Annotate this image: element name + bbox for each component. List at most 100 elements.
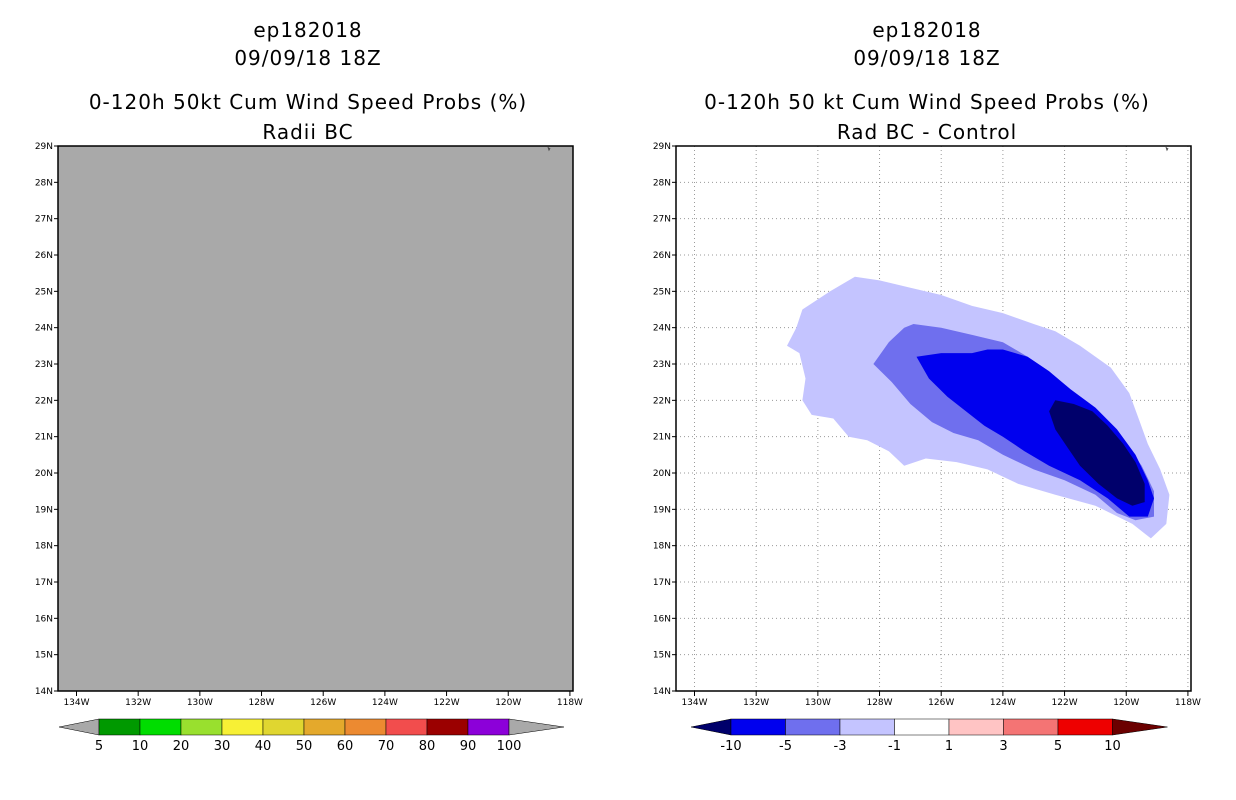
colorbar-swatch (180, 718, 223, 736)
right-chart-title: 0-120h 50 kt Cum Wind Speed Probs (%) (704, 90, 1150, 114)
x-tick-label: 126W (310, 698, 336, 708)
y-tick-label: 25N (653, 287, 671, 297)
x-tick-label: 130W (187, 698, 213, 708)
y-tick-label: 24N (653, 324, 671, 334)
colorbar-label: 100 (497, 739, 522, 754)
x-tick-label: 122W (1052, 698, 1078, 708)
y-tick-label: 26N (653, 251, 671, 261)
y-tick-label: 17N (653, 578, 671, 588)
y-tick-label: 19N (35, 505, 53, 515)
y-tick-label: 17N (35, 578, 53, 588)
y-tick-label: 16N (653, 614, 671, 624)
y-tick-label: 15N (653, 651, 671, 661)
x-tick-label: 132W (125, 698, 151, 708)
colorbar-label: 3 (999, 739, 1007, 754)
colorbar-label: 20 (173, 739, 190, 754)
colorbar-swatch (839, 718, 895, 736)
x-tick-label: 128W (866, 698, 892, 708)
colorbar-label: -10 (720, 739, 741, 754)
colorbar-label: 50 (296, 739, 313, 754)
colorbar-swatch (730, 718, 786, 736)
right-chart-subtitle: Rad BC - Control (836, 120, 1018, 144)
colorbar-swatch (385, 718, 428, 736)
colorbar-swatch (1003, 718, 1059, 736)
y-tick-label: 28N (653, 178, 671, 188)
y-tick-label: 25N (35, 287, 53, 297)
y-tick-label: 20N (35, 469, 53, 479)
y-tick-label: 23N (35, 360, 53, 370)
left-probability-map: 134W 132W 130W 128W 126W 124W 122W 120W 118W 14N 1… (35, 142, 583, 754)
colorbar-label: -1 (888, 739, 901, 754)
colorbar-label: 90 (460, 739, 477, 754)
colorbar-under-arrow (690, 718, 732, 736)
y-tick-label: 23N (653, 360, 671, 370)
x-tick-label: 124W (990, 698, 1016, 708)
y-tick-label: 29N (653, 142, 671, 152)
y-tick-label: 22N (35, 396, 53, 406)
y-tick-label: 22N (653, 396, 671, 406)
colorbar-over-arrow (508, 718, 565, 736)
y-tick-label: 18N (35, 542, 53, 552)
colorbar-label: 5 (95, 739, 103, 754)
plot-frame (675, 145, 1192, 692)
x-tick-label: 128W (248, 698, 274, 708)
colorbar-swatch (221, 718, 264, 736)
x-tick-label: 118W (557, 698, 583, 708)
x-tick-label: 118W (1175, 698, 1201, 708)
right-difference-map: 134W 132W 130W 128W 126W 124W 122W 120W 118W 14N 1… (653, 142, 1201, 754)
plot-area (58, 146, 573, 691)
colorbar-swatch (139, 718, 182, 736)
left-chart-title: 0-120h 50kt Cum Wind Speed Probs (%) (88, 90, 528, 114)
y-tick-label: 16N (35, 614, 53, 624)
colorbar-swatch (467, 718, 510, 736)
y-tick-label: 24N (35, 324, 53, 334)
y-tick-label: 21N (653, 433, 671, 443)
contour-region (1049, 400, 1145, 506)
colorbar-label: -3 (834, 739, 847, 754)
colorbar-label: 70 (378, 739, 395, 754)
y-tick-label: 14N (653, 687, 671, 697)
x-tick-label: 120W (495, 698, 521, 708)
x-tick-label: 122W (434, 698, 460, 708)
colorbar-label: 30 (214, 739, 231, 754)
x-tick-label: 130W (805, 698, 831, 708)
x-tick-label: 124W (372, 698, 398, 708)
y-tick-label: 21N (35, 433, 53, 443)
colorbar-under-arrow (58, 718, 100, 736)
colorbar-swatch (1057, 718, 1113, 736)
colorbar-label: 40 (255, 739, 272, 754)
y-tick-label: 19N (653, 505, 671, 515)
colorbar-label: 10 (1104, 739, 1121, 754)
colorbar-swatch (262, 718, 305, 736)
x-tick-label: 120W (1113, 698, 1139, 708)
x-tick-label: 134W (63, 698, 89, 708)
y-tick-label: 27N (35, 215, 53, 225)
colorbar-swatch (948, 718, 1004, 736)
colorbar-swatch (426, 718, 469, 736)
colorbar-label: 10 (132, 739, 149, 754)
y-tick-label: 28N (35, 178, 53, 188)
left-datetime: 09/09/18 18Z (234, 46, 382, 70)
colorbar-swatch (894, 718, 950, 736)
x-tick-label: 134W (681, 698, 707, 708)
right-datetime: 09/09/18 18Z (853, 46, 1001, 70)
colorbar-swatch (344, 718, 387, 736)
colorbar-swatch (785, 718, 841, 736)
colorbar-over-arrow (1112, 718, 1168, 736)
y-tick-label: 14N (35, 687, 53, 697)
colorbar-label: 5 (1054, 739, 1062, 754)
y-tick-label: 27N (653, 215, 671, 225)
colorbar-label: 1 (945, 739, 953, 754)
right-storm-id: ep182018 (872, 18, 982, 42)
y-tick-label: 26N (35, 251, 53, 261)
coastline-fragment (547, 146, 551, 152)
y-tick-label: 29N (35, 142, 53, 152)
colorbar-label: 60 (337, 739, 354, 754)
x-tick-label: 132W (743, 698, 769, 708)
plot-frame (57, 145, 574, 692)
left-storm-id: ep182018 (253, 18, 363, 42)
y-tick-label: 20N (653, 469, 671, 479)
y-tick-label: 15N (35, 651, 53, 661)
y-tick-label: 18N (653, 542, 671, 552)
left-chart-subtitle: Radii BC (262, 120, 354, 144)
